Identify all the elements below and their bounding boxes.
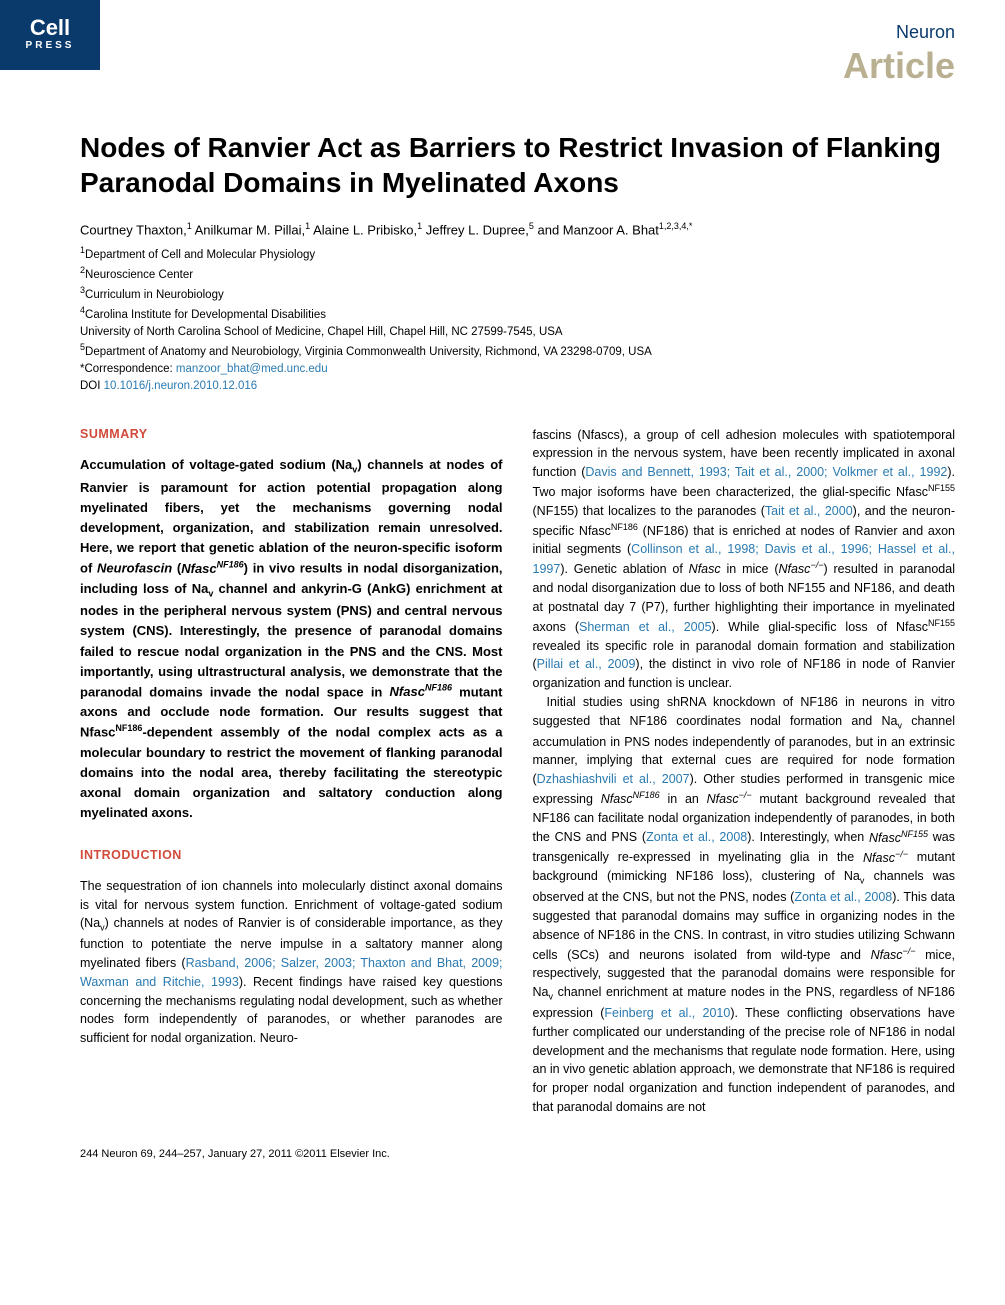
article-title: Nodes of Ranvier Act as Barriers to Rest…: [0, 110, 1005, 220]
logo-bottom-text: PRESS: [26, 39, 75, 53]
correspondence-email[interactable]: manzoor_bhat@med.unc.edu: [176, 363, 328, 375]
content-columns: SUMMARY Accumulation of voltage-gated so…: [0, 416, 1005, 1137]
right-paragraph-1: fascins (Nfascs), a group of cell adhesi…: [533, 426, 956, 693]
page-footer: 244 Neuron 69, 244–257, January 27, 2011…: [0, 1137, 1005, 1182]
publisher-logo: Cell PRESS: [0, 0, 100, 70]
header-right: Neuron Article: [0, 20, 955, 92]
left-column: SUMMARY Accumulation of voltage-gated so…: [80, 426, 503, 1117]
affiliation-university-1: University of North Carolina School of M…: [80, 324, 945, 341]
introduction-heading: INTRODUCTION: [80, 847, 503, 865]
intro-paragraph-1: The sequestration of ion channels into m…: [80, 877, 503, 1048]
summary-text: Accumulation of voltage-gated sodium (Na…: [80, 455, 503, 823]
doi-link[interactable]: 10.1016/j.neuron.2010.12.016: [104, 380, 257, 392]
affiliations: 1Department of Cell and Molecular Physio…: [0, 244, 1005, 416]
doi: DOI 10.1016/j.neuron.2010.12.016: [80, 378, 945, 395]
correspondence: *Correspondence: manzoor_bhat@med.unc.ed…: [80, 361, 945, 378]
affiliation-5: 5Department of Anatomy and Neurobiology,…: [80, 341, 945, 361]
affiliation-4: 4Carolina Institute for Developmental Di…: [80, 304, 945, 324]
author-list: Courtney Thaxton,1 Anilkumar M. Pillai,1…: [0, 220, 1005, 244]
affiliation-1: 1Department of Cell and Molecular Physio…: [80, 244, 945, 264]
header: Cell PRESS Neuron Article: [0, 0, 1005, 110]
summary-heading: SUMMARY: [80, 426, 503, 444]
affiliation-3: 3Curriculum in Neurobiology: [80, 284, 945, 304]
article-type: Article: [0, 41, 955, 91]
affiliation-2: 2Neuroscience Center: [80, 264, 945, 284]
logo-top-text: Cell: [30, 17, 70, 39]
right-paragraph-2: Initial studies using shRNA knockdown of…: [533, 693, 956, 1117]
right-column: fascins (Nfascs), a group of cell adhesi…: [533, 426, 956, 1117]
